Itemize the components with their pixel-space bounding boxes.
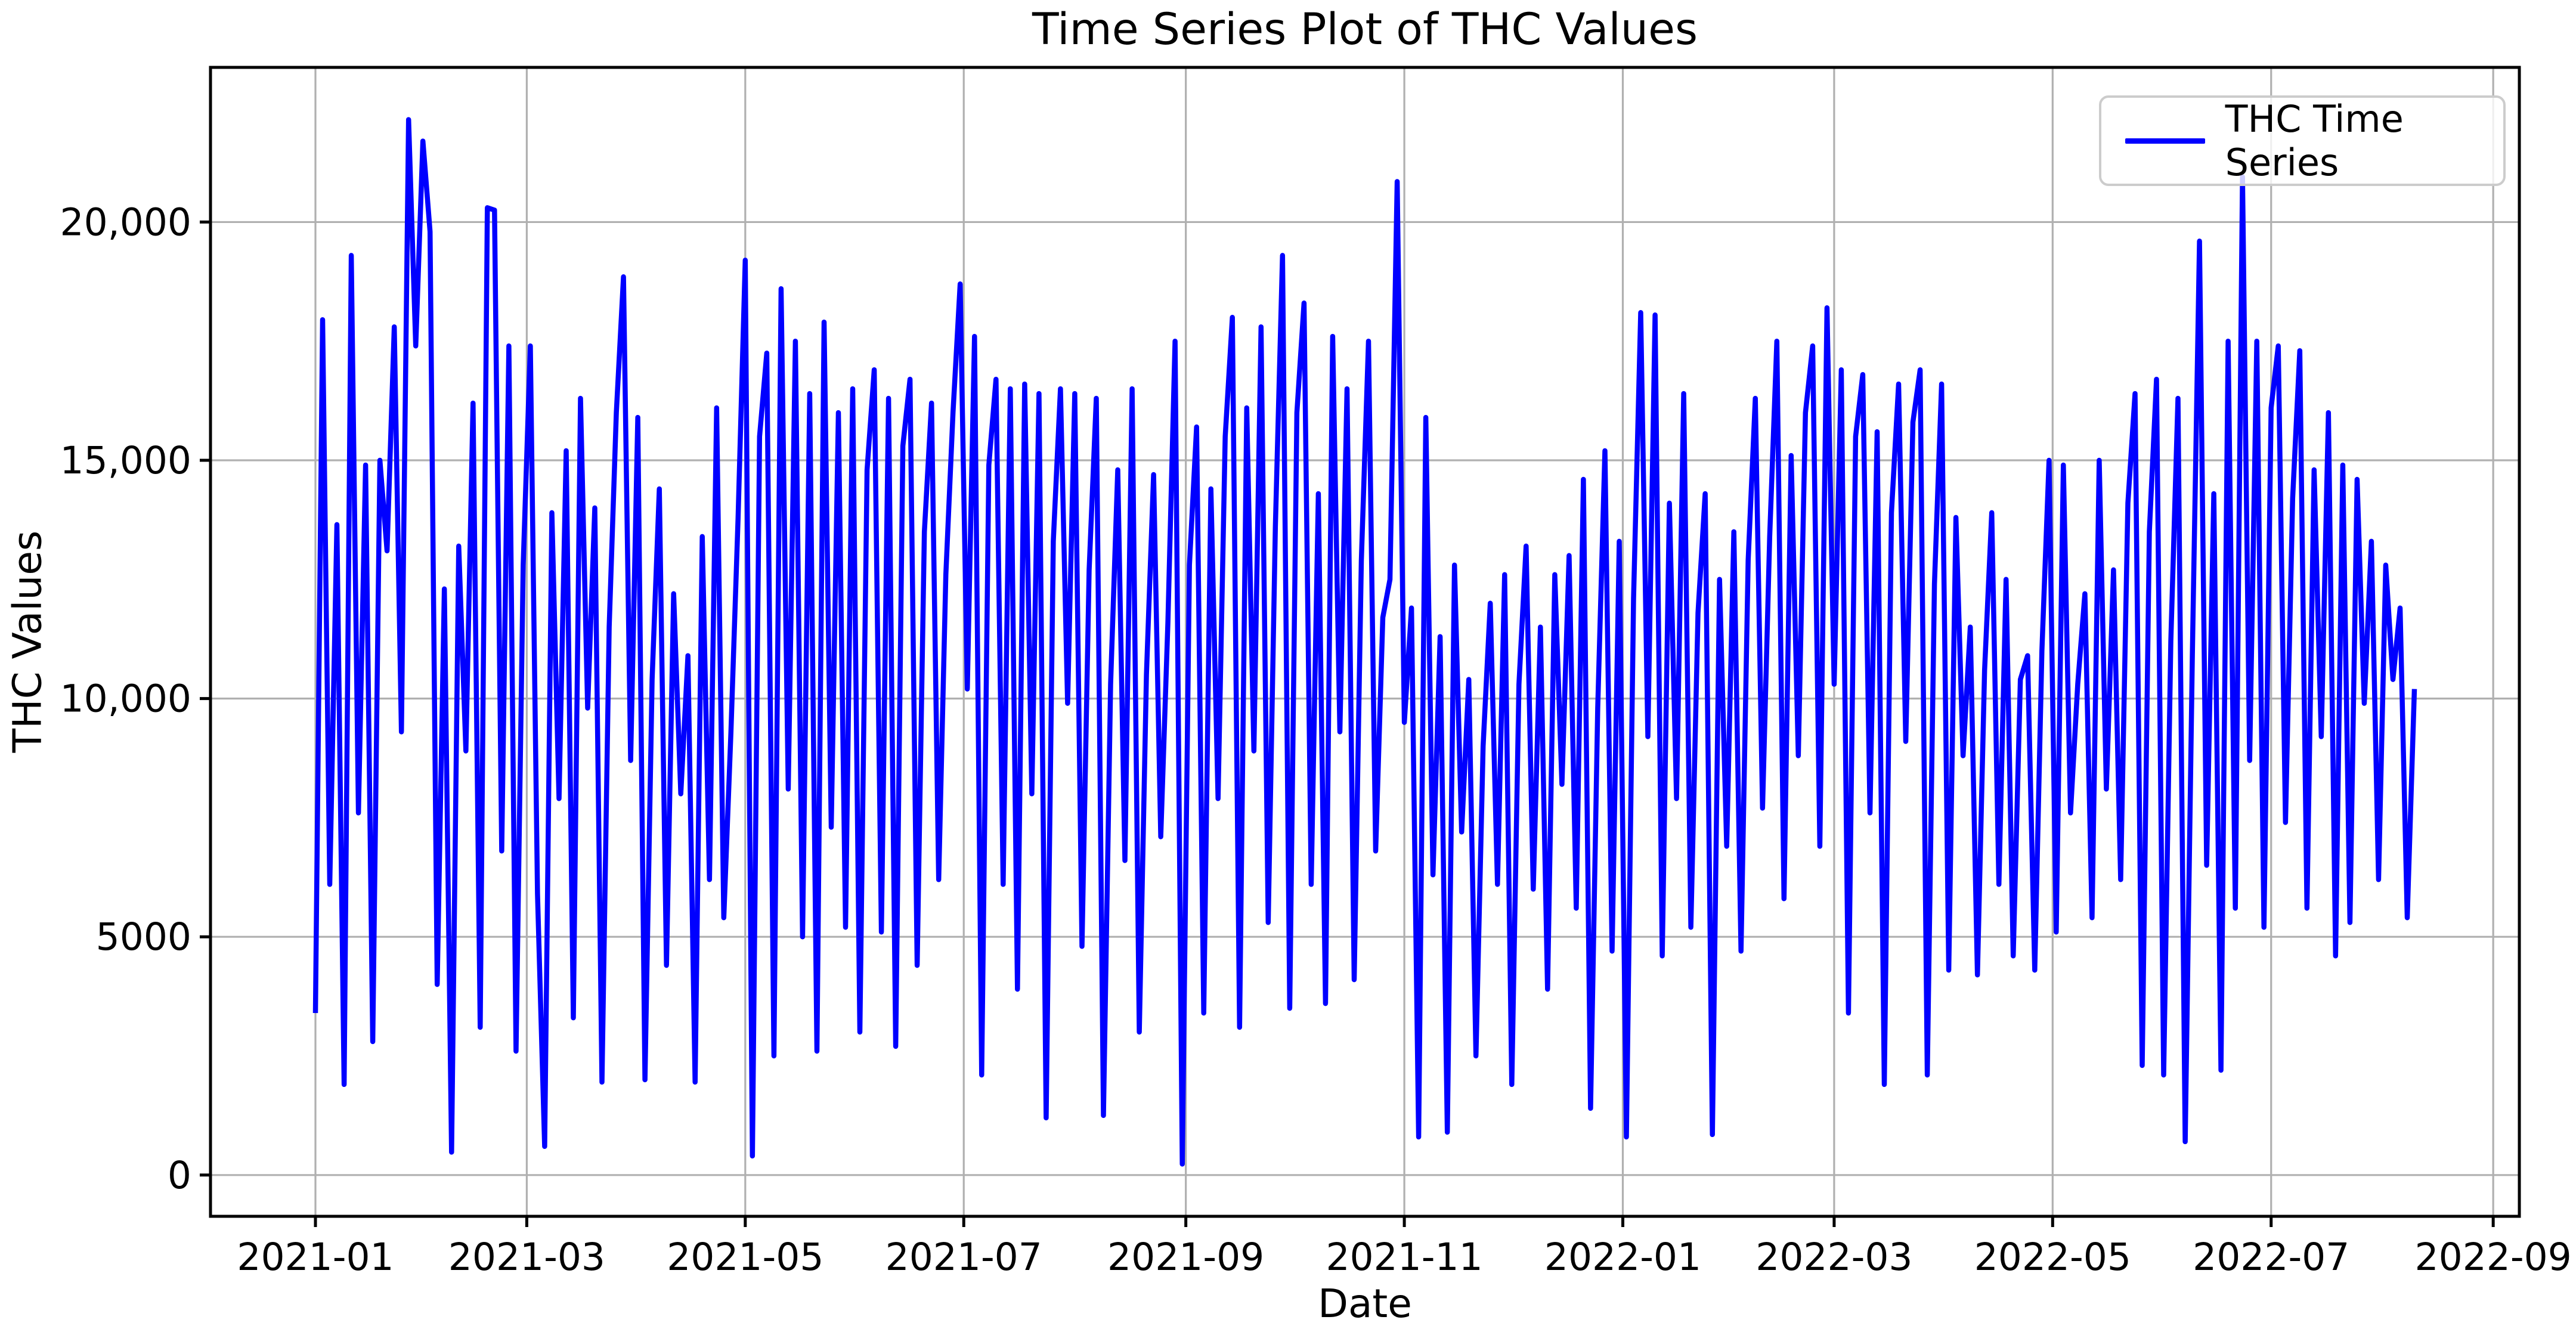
legend-line-sample (2125, 138, 2205, 144)
x-tick-label: 2021-11 (1326, 1235, 1482, 1279)
y-axis-label: THC Values (4, 530, 51, 753)
legend: THC Time Series (2099, 95, 2506, 186)
y-tick-label: 0 (168, 1154, 191, 1197)
x-tick-label: 2021-07 (886, 1235, 1042, 1279)
chart-title: Time Series Plot of THC Values (1032, 4, 1698, 55)
x-axis-label: Date (1318, 1281, 1412, 1327)
x-tick-label: 2021-01 (237, 1235, 394, 1279)
y-tick-label: 10,000 (60, 677, 191, 721)
y-tick-label: 20,000 (60, 200, 191, 244)
x-tick-label: 2022-01 (1544, 1235, 1701, 1279)
legend-label: THC Time Series (2225, 97, 2404, 184)
thc-series-line (312, 117, 2417, 1167)
plot-border (209, 66, 2521, 1218)
x-tick-label: 2022-09 (2415, 1235, 2572, 1279)
x-tick-label: 2022-07 (2193, 1235, 2349, 1279)
x-tick-label: 2021-05 (667, 1235, 823, 1279)
y-tick-label: 15,000 (60, 439, 191, 482)
x-tick-label: 2021-03 (448, 1235, 605, 1279)
x-tick-label: 2021-09 (1107, 1235, 1264, 1279)
y-tick-label: 5000 (96, 915, 191, 959)
x-tick-label: 2022-03 (1755, 1235, 1912, 1279)
x-tick-label: 2022-05 (1974, 1235, 2131, 1279)
